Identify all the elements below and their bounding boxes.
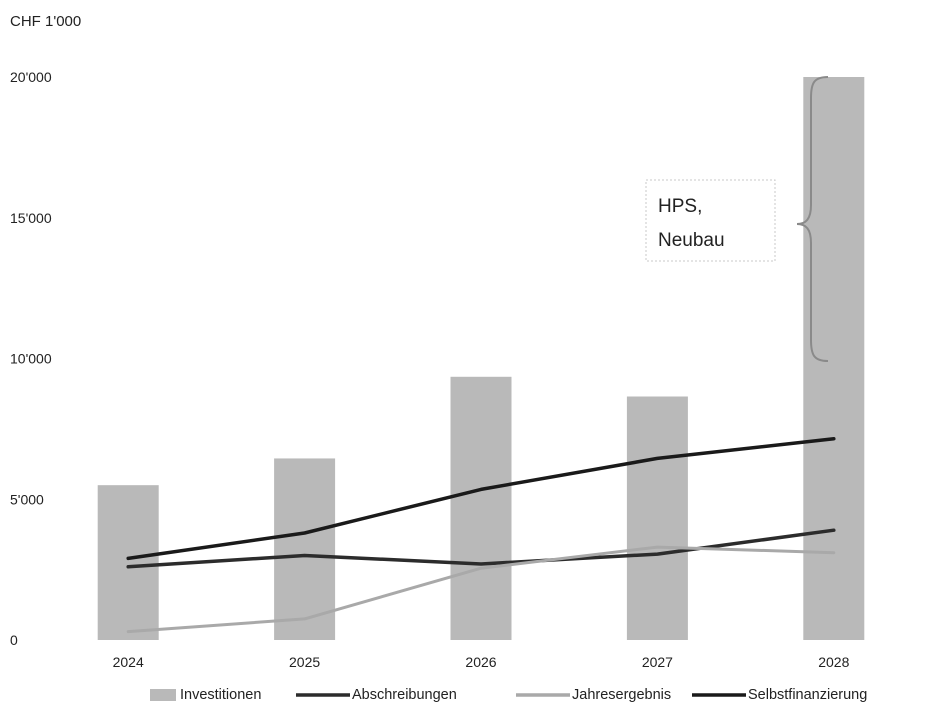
bar	[450, 376, 512, 640]
legend-label: Investitionen	[180, 687, 261, 703]
series-line	[126, 528, 836, 569]
bar	[274, 458, 336, 640]
bar	[97, 485, 159, 640]
legend-label: Abschreibungen	[352, 687, 457, 703]
annotation-brace	[796, 76, 829, 362]
bar	[626, 396, 688, 640]
series-line	[126, 545, 836, 634]
y-axis-ticks: 0 5'000 10'000 15'000 20'000	[10, 69, 52, 648]
annotation: HPS, Neubau	[645, 76, 829, 362]
bars	[97, 77, 865, 640]
annotation-box	[645, 179, 776, 262]
y-tick-label: 0	[10, 632, 18, 648]
y-tick-label: 15'000	[10, 210, 52, 226]
legend: Investitionen Abschreibungen Jahresergebni…	[150, 687, 867, 703]
x-tick-label: 2025	[289, 654, 320, 670]
x-tick-label: 2028	[818, 654, 849, 670]
x-tick-label: 2024	[113, 654, 144, 670]
y-tick-label: 20'000	[10, 69, 52, 85]
x-axis-ticks: 2024 2025 2026 2027 2028	[113, 654, 850, 670]
legend-swatch	[150, 689, 176, 701]
series-lines	[126, 436, 836, 634]
legend-label: Selbstfinanzierung	[748, 687, 867, 703]
y-axis-unit-label: CHF 1'000	[10, 13, 81, 30]
series-line	[126, 436, 836, 561]
annotation-text-line-1: HPS,	[658, 196, 702, 217]
y-tick-label: 10'000	[10, 351, 52, 367]
bar	[803, 77, 865, 640]
x-tick-label: 2027	[642, 654, 673, 670]
x-tick-label: 2026	[465, 654, 496, 670]
annotation-text-line-2: Neubau	[658, 230, 725, 251]
legend-label: Jahresergebnis	[572, 687, 671, 703]
y-tick-label: 5'000	[10, 491, 44, 507]
